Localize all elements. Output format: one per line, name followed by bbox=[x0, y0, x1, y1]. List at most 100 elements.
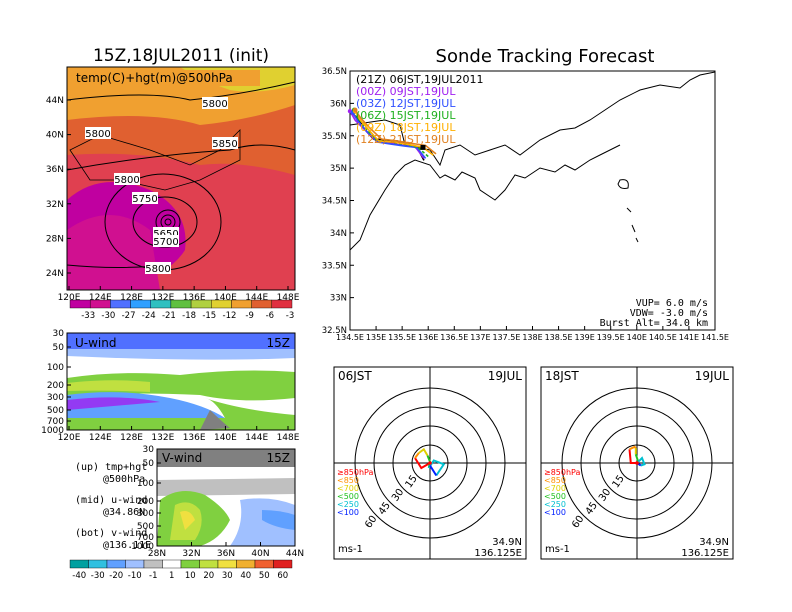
y-tick-label: 32.5N bbox=[322, 326, 347, 336]
x-tick-label: 139.5E bbox=[597, 333, 625, 342]
colorbar-label: -33 bbox=[81, 311, 95, 321]
colorbar-swatch bbox=[69, 559, 89, 569]
colorbar-swatch bbox=[231, 299, 252, 309]
colorbar-label: -27 bbox=[122, 311, 136, 321]
contour-label: 5800 bbox=[85, 129, 110, 140]
colorbar-swatch bbox=[143, 559, 163, 569]
track-y-ticks: 36.5N 36N 35.5N 35N 34.5N 34N 33.5N 33N 32.5N bbox=[322, 67, 354, 336]
y-tick-label: 1000 bbox=[41, 426, 64, 436]
pressure-legend: <500 bbox=[337, 492, 359, 501]
x-tick-label: 36N bbox=[217, 549, 235, 559]
colorbar-label: -12 bbox=[223, 311, 237, 321]
hodograph-segment bbox=[427, 459, 446, 477]
colorbar-label: -40 bbox=[72, 571, 86, 581]
colorbar-label: 30 bbox=[222, 571, 233, 581]
y-tick-label: 36N bbox=[330, 99, 347, 109]
colorbar-label: -1 bbox=[149, 571, 157, 581]
y-tick-label: 40N bbox=[46, 131, 64, 141]
param-vdw: VDW= -3.0 m/s bbox=[630, 308, 708, 319]
note-bot: (bot) v-wind bbox=[75, 528, 147, 539]
contour-label: 5700 bbox=[153, 237, 178, 248]
y-tick-label: 30 bbox=[143, 445, 155, 455]
colorbar-swatch bbox=[170, 299, 192, 309]
y-tick-label: 100 bbox=[137, 479, 154, 489]
y-tick-label: 100 bbox=[47, 363, 64, 373]
x-tick-label: 32N bbox=[182, 549, 200, 559]
legend-entry: (06Z) 15JST,19JUL bbox=[356, 109, 456, 122]
hodograph-date: 19JUL bbox=[488, 369, 523, 383]
colorbar-label: -6 bbox=[266, 311, 274, 321]
y-tick-label: 300 bbox=[47, 393, 64, 403]
hodograph-lon: 136.125E bbox=[681, 548, 729, 559]
x-tick-label: 132E bbox=[151, 433, 174, 443]
contour-label: 5800 bbox=[202, 99, 227, 110]
hodograph-segment bbox=[634, 453, 640, 463]
x-tick-label: 144E bbox=[245, 433, 268, 443]
uwind-time: 15Z bbox=[267, 336, 291, 350]
y-tick-label: 700 bbox=[137, 533, 154, 543]
legend-entry: (09Z) 18JST,19JUL bbox=[356, 121, 456, 134]
note-up: (up) tmp+hgt bbox=[75, 462, 147, 473]
x-tick-label: 134.5E bbox=[336, 333, 364, 342]
contour-labels: 5800 5800 5850 5800 5750 5650 5700 5800 bbox=[85, 97, 238, 275]
x-tick-label: 136E bbox=[183, 293, 206, 303]
y-tick-label: 36N bbox=[46, 165, 64, 175]
contour-label: 5800 bbox=[114, 175, 139, 186]
trajectory-line bbox=[354, 110, 434, 156]
colorbar-swatch bbox=[130, 299, 151, 309]
y-tick-label: 33.5N bbox=[322, 261, 347, 271]
colorbar-swatch bbox=[180, 559, 200, 569]
x-tick-label: 135E bbox=[366, 333, 386, 342]
pressure-legend: <100 bbox=[337, 508, 359, 517]
hodograph-segment bbox=[429, 464, 438, 477]
x-tick-label: 132E bbox=[151, 293, 174, 303]
hodograph-unit: ms-1 bbox=[338, 544, 363, 555]
hodograph-origin bbox=[635, 461, 639, 465]
pressure-legend: <700 bbox=[337, 484, 359, 493]
param-burst: Burst Alt= 34.0 km bbox=[600, 318, 708, 329]
map-label: temp(C)+hgt(m)@500hPa bbox=[76, 71, 233, 85]
y-tick-label: 36.5N bbox=[322, 67, 347, 77]
x-tick-label: 148E bbox=[277, 293, 300, 303]
colorbar-label: -30 bbox=[91, 571, 105, 581]
vwind-title: V-wind bbox=[162, 451, 202, 465]
pressure-legend: <500 bbox=[544, 492, 566, 501]
hodograph-time: 06JST bbox=[338, 369, 372, 383]
colorbar-swatch bbox=[162, 559, 182, 569]
vwind-x-ticks: 28N 32N 36N 40N 44N bbox=[148, 542, 304, 559]
colorbar-swatch bbox=[273, 559, 293, 569]
contour-line bbox=[66, 144, 296, 171]
hodograph-unit: ms-1 bbox=[545, 544, 570, 555]
y-tick-label: 44N bbox=[46, 96, 64, 106]
pressure-legend: <250 bbox=[544, 500, 566, 509]
note-up-sub: @500hPa bbox=[103, 474, 145, 485]
pressure-legend: ≥850hPa bbox=[544, 468, 581, 477]
track-x-ticks: 134.5E 135E 135.5E 136E 136.5E 137E 137.5E 138E… bbox=[336, 326, 729, 342]
colorbar-label: 20 bbox=[203, 571, 214, 581]
x-tick-label: 140.5E bbox=[649, 333, 677, 342]
sonde-params: VUP= 6.0 m/s VDW= -3.0 m/s Burst Alt= 34… bbox=[600, 298, 708, 329]
colorbar-label: 50 bbox=[259, 571, 270, 581]
x-tick-label: 135.5E bbox=[388, 333, 416, 342]
trajectory-end-point bbox=[353, 107, 358, 113]
colorbar-label: -9 bbox=[245, 311, 253, 321]
x-tick-label: 124E bbox=[89, 293, 112, 303]
colorbar-swatch bbox=[125, 559, 145, 569]
temperature-map: temp(C)+hgt(m)@500hPa bbox=[66, 66, 296, 291]
colorbar-swatch bbox=[199, 559, 219, 569]
colorbar-label: -20 bbox=[109, 571, 123, 581]
x-tick-label: 140E bbox=[214, 433, 237, 443]
contour-label: 5800 bbox=[145, 264, 170, 275]
colorbar-label: 1 bbox=[169, 571, 174, 581]
hodograph-segment bbox=[628, 449, 637, 464]
y-tick-label: 700 bbox=[47, 417, 64, 427]
vwind-time: 15Z bbox=[267, 451, 291, 465]
pressure-legend: <850 bbox=[544, 476, 566, 485]
y-tick-label: 33N bbox=[330, 294, 347, 304]
colorbar-swatch bbox=[106, 559, 126, 569]
y-tick-label: 34N bbox=[330, 229, 347, 239]
